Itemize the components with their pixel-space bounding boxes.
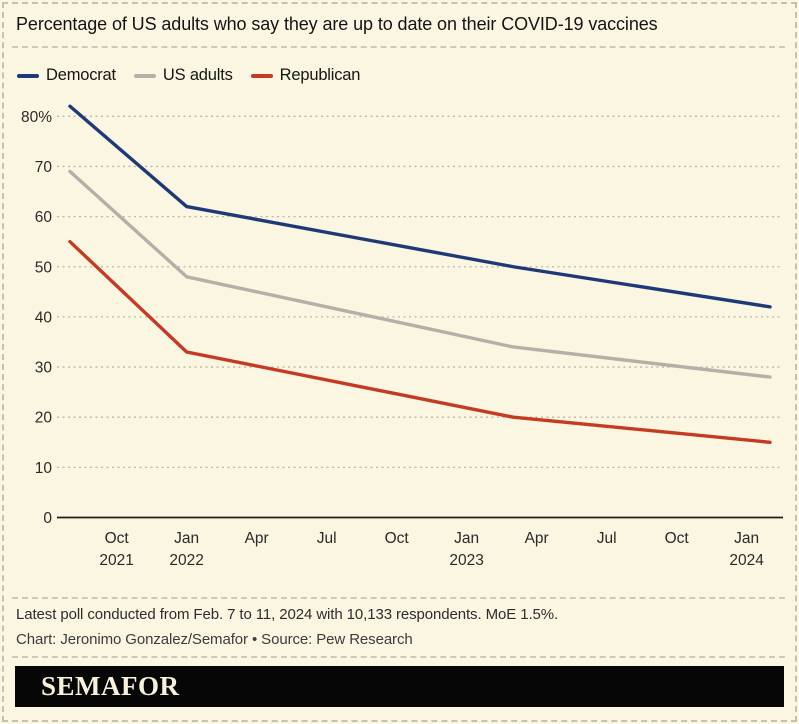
x-tick-year-label: 2024 [729, 552, 764, 569]
divider-above-footnote [12, 597, 785, 599]
series-line-us-adults [68, 169, 772, 379]
series-line-republican [68, 239, 772, 444]
us-adults-line-swatch [133, 73, 156, 78]
y-tick-label: 50 [35, 259, 53, 276]
semafor-logo: SEMAFOR [41, 671, 180, 701]
series-line-democrat [68, 104, 772, 309]
legend-item-republican: Republican [250, 66, 361, 85]
legend-label: US adults [162, 66, 233, 84]
x-tick-year-label: 2023 [449, 552, 483, 569]
y-tick-label: 60 [35, 209, 53, 226]
x-tick-label: Jan [174, 530, 199, 547]
x-tick-label: Apr [245, 530, 269, 547]
democrat-line-swatch [17, 73, 39, 78]
x-tick-year-label: 2021 [99, 552, 133, 569]
divider-above-logo [12, 656, 785, 658]
x-tick-year-label: 2022 [169, 552, 203, 569]
legend-label: Democrat [46, 66, 116, 84]
y-tick-label: 70 [35, 159, 53, 176]
x-tick-label: Oct [665, 530, 690, 547]
x-tick-label: Jan [454, 530, 479, 547]
poll-footnote: Latest poll conducted from Feb. 7 to 11,… [16, 606, 559, 623]
legend-label: Republican [279, 66, 361, 84]
x-tick-label: Jul [317, 530, 337, 547]
y-tick-label: 10 [35, 460, 53, 477]
divider-under-title [12, 46, 785, 48]
x-tick-label: Jan [734, 530, 759, 547]
chart-legend: Democrat US adults Republican [17, 66, 360, 85]
y-tick-label: 20 [35, 410, 53, 427]
y-tick-label: 80% [21, 109, 52, 126]
republican-line-swatch [250, 73, 273, 78]
y-tick-label: 40 [35, 309, 53, 326]
y-tick-label: 0 [43, 510, 52, 527]
x-tick-label: Jul [597, 530, 617, 547]
y-tick-label: 30 [35, 360, 53, 377]
x-tick-label: Oct [385, 530, 410, 547]
legend-item-us-adults: US adults [133, 66, 233, 85]
chart-credit-source: Chart: Jeronimo Gonzalez/Semafor • Sourc… [16, 631, 413, 648]
semafor-logo-bar: SEMAFOR [15, 666, 784, 707]
chart-title: Percentage of US adults who say they are… [16, 14, 658, 34]
legend-item-democrat: Democrat [17, 66, 116, 85]
x-tick-label: Oct [105, 530, 130, 547]
x-tick-label: Apr [525, 530, 549, 547]
